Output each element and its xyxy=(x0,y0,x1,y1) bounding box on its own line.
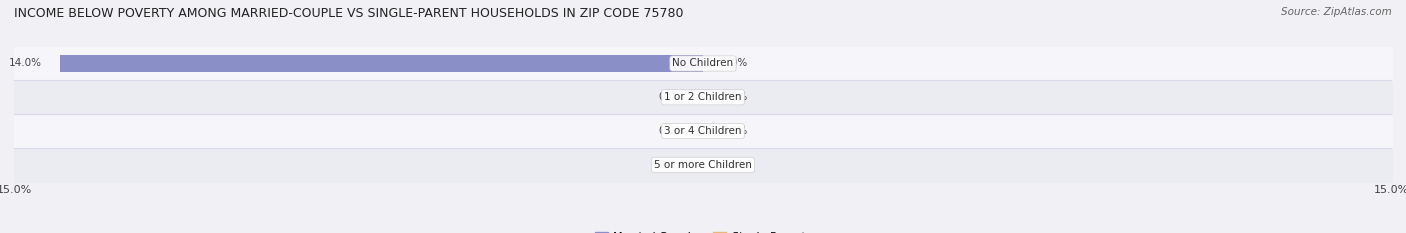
Text: 0.0%: 0.0% xyxy=(658,92,685,102)
Text: Source: ZipAtlas.com: Source: ZipAtlas.com xyxy=(1281,7,1392,17)
Text: 5 or more Children: 5 or more Children xyxy=(654,160,752,170)
Text: 0.0%: 0.0% xyxy=(721,58,748,69)
Text: 1 or 2 Children: 1 or 2 Children xyxy=(664,92,742,102)
Text: No Children: No Children xyxy=(672,58,734,69)
Text: 3 or 4 Children: 3 or 4 Children xyxy=(664,126,742,136)
Text: 14.0%: 14.0% xyxy=(8,58,42,69)
Legend: Married Couples, Single Parents: Married Couples, Single Parents xyxy=(591,227,815,233)
Text: 0.0%: 0.0% xyxy=(721,126,748,136)
Text: 0.0%: 0.0% xyxy=(721,92,748,102)
Bar xyxy=(60,55,703,72)
Text: INCOME BELOW POVERTY AMONG MARRIED-COUPLE VS SINGLE-PARENT HOUSEHOLDS IN ZIP COD: INCOME BELOW POVERTY AMONG MARRIED-COUPL… xyxy=(14,7,683,20)
Text: 0.0%: 0.0% xyxy=(721,160,748,170)
Text: 0.0%: 0.0% xyxy=(658,160,685,170)
Text: 0.0%: 0.0% xyxy=(658,126,685,136)
